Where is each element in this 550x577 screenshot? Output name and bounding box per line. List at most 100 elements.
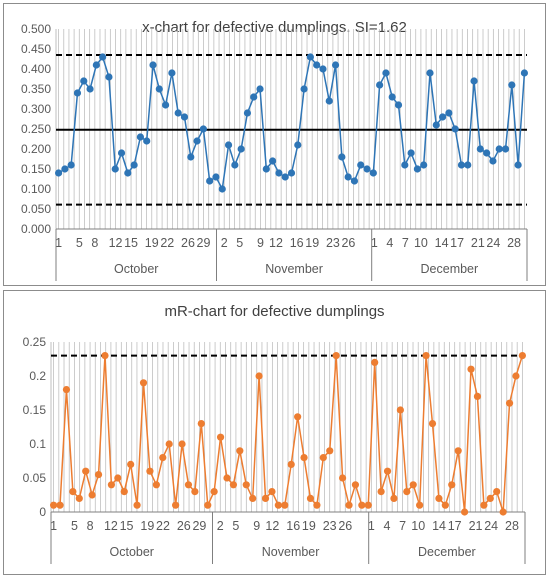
x-chart-panel: x-chart for defective dumplings. SI=1.62… [3,3,546,286]
mr-chart-data-point [319,454,327,462]
mr-chart-data-point [159,454,167,462]
mr-chart-data-point [306,494,315,502]
x-chart-data-point [124,169,132,177]
x-chart-data-point [243,109,252,117]
mr-chart-title: mR-chart for defective dumplings [164,303,385,320]
mr-chart-data-point [409,481,417,489]
mr-chart-data-point [242,481,250,489]
mr-chart-data-point [50,501,58,509]
x-chart-data-point [61,165,69,173]
x-chart-data-point [495,145,503,153]
mr-chart-data-point [377,488,385,496]
mr-chart-data-point [287,460,295,468]
x-chart-x-tick-label: 19 [145,236,159,250]
x-chart-data-point [313,61,321,69]
x-chart-data-point [174,109,182,117]
x-chart-data-point [162,101,170,109]
mr-chart-data-point [172,501,180,509]
x-chart-data-point [401,161,409,169]
x-chart-data-point [407,149,415,157]
x-chart-y-tick-label: 0.200 [21,142,51,156]
x-chart-data-point [105,73,113,81]
mr-chart-data-point [486,494,494,502]
mr-chart-data-point [152,481,160,489]
mr-chart-data-point [223,474,231,482]
mr-chart-data-point [56,501,64,509]
mr-chart-x-tick-label: 24 [484,519,498,533]
x-chart-y-tick-label: 0.050 [21,202,51,216]
x-chart-data-point [350,177,359,185]
x-chart-y-tick-label: 0.100 [21,182,51,196]
x-chart-data-point [262,165,270,173]
mr-chart-data-point [422,352,430,360]
mr-chart-data-point [441,501,449,509]
x-chart-data-point [520,69,529,77]
x-chart-data-point [338,153,346,161]
x-chart-data-point [212,173,220,181]
x-chart-x-tick-label: 10 [414,236,428,250]
mr-chart-data-point [448,481,456,489]
mr-chart-data-point [191,488,199,496]
x-chart-data-point [388,93,396,101]
x-chart-data-point [376,81,384,89]
mr-chart-data-point [351,481,360,489]
mr-chart-data-point [268,488,276,496]
mr-chart-month-label: November [262,545,320,559]
x-chart-x-tick-label: 1 [371,236,378,250]
mr-chart-x-tick-label: 4 [383,519,390,533]
mr-chart-x-tick-label: 9 [253,519,260,533]
x-chart-data-point [168,69,176,77]
mr-chart-x-tick-label: 5 [71,519,78,533]
mr-chart-y-tick-label: 0.1 [29,437,46,451]
mr-chart-data-point [467,365,475,373]
mr-chart-data-point [94,471,103,479]
x-chart-data-point [369,169,377,177]
mr-chart-x-tick-label: 26 [338,519,352,533]
x-chart-data-point [331,61,340,69]
x-chart-data-point [325,97,333,105]
mr-chart-data-point [184,481,193,489]
x-chart-x-tick-label: 8 [91,236,98,250]
mr-chart-data-point [107,481,116,489]
x-chart-data-point [394,101,403,109]
x-chart-data-point [382,69,390,77]
mr-chart-data-point [82,467,90,475]
x-chart-data-point [231,161,239,169]
x-chart-data-point [432,121,440,129]
mr-chart-data-point [216,433,225,441]
x-chart-data-point [457,161,466,169]
mr-chart-y-tick-label: 0.15 [23,403,47,417]
mr-chart-x-tick-label: 17 [448,519,462,533]
x-chart-data-point [269,157,277,165]
mr-chart-x-tick-label: 8 [87,519,94,533]
mr-chart-data-point [274,501,282,509]
x-chart-y-tick-label: 0.150 [21,162,51,176]
mr-chart-data-point [146,467,154,475]
mr-chart-month-label: December [418,545,476,559]
x-chart-data-point [281,173,289,181]
x-chart-data-point [363,165,371,173]
x-chart-data-point [357,161,365,169]
mr-chart-data-point [338,474,347,482]
x-chart-y-tick-label: 0.250 [21,122,51,136]
x-chart-data-point [470,77,478,85]
x-chart-data-point [319,65,327,73]
mr-chart-data-point [204,501,212,509]
x-chart-x-tick-label: 7 [402,236,409,250]
mr-chart-data-point [493,488,501,496]
x-chart-data-point [92,61,100,69]
x-chart-data-point [206,177,214,185]
x-chart-data-point [155,85,163,93]
mr-chart-data-point [69,488,77,496]
x-chart-data-point [117,149,126,157]
mr-chart-data-point [428,420,437,428]
mr-chart-x-tick-label: 19 [140,519,154,533]
x-chart-data-point [426,69,434,77]
mr-chart-data-point [512,372,520,380]
mr-chart-data-point [383,467,392,475]
mr-chart-data-point [454,447,462,455]
x-chart-data-point [476,145,484,153]
x-chart-y-tick-label: 0.400 [21,62,51,76]
mr-chart-x-tick-label: 2 [217,519,224,533]
mr-chart-data-point [210,488,218,496]
